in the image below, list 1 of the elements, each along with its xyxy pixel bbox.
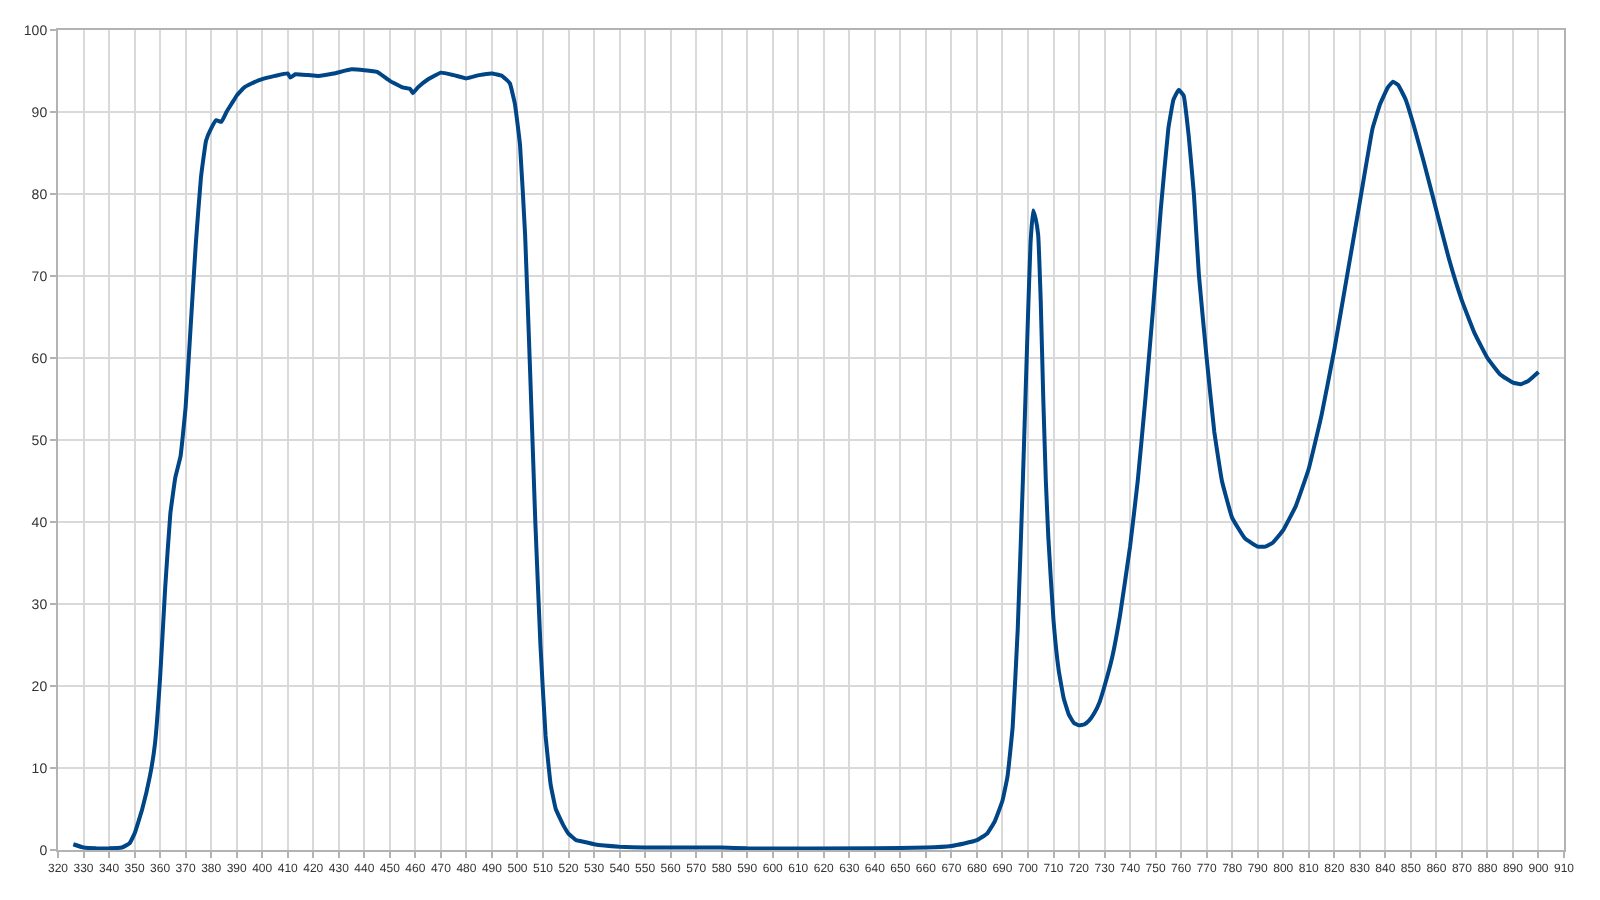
line-series — [71, 67, 1541, 850]
